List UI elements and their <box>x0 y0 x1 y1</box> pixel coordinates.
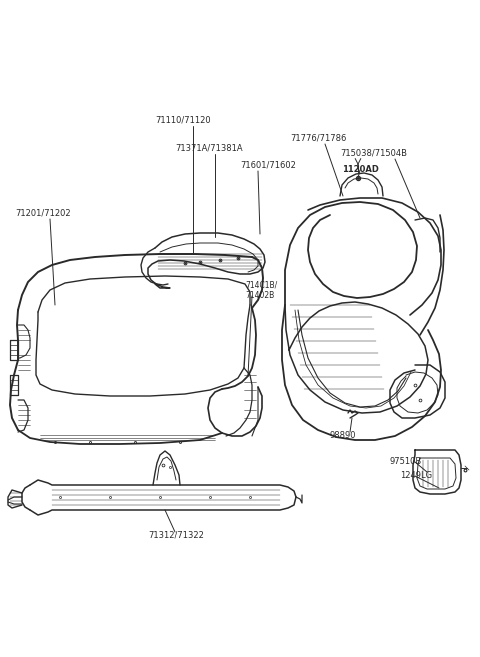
Text: 71110/71120: 71110/71120 <box>155 116 211 124</box>
Text: 1120AD: 1120AD <box>342 166 379 175</box>
Text: 715038/71504B: 715038/71504B <box>340 148 407 158</box>
Text: 97510B: 97510B <box>390 457 422 466</box>
Text: 71371A/71381A: 71371A/71381A <box>175 143 242 152</box>
Text: 714C1B/
71402B: 714C1B/ 71402B <box>245 281 277 300</box>
Text: 71776/71786: 71776/71786 <box>290 133 347 143</box>
Text: 98890: 98890 <box>330 430 357 440</box>
Text: 71601/71602: 71601/71602 <box>240 160 296 170</box>
Text: 71201/71202: 71201/71202 <box>15 208 71 217</box>
Text: 1249LG: 1249LG <box>400 472 432 480</box>
Text: 71312/71322: 71312/71322 <box>148 530 204 539</box>
